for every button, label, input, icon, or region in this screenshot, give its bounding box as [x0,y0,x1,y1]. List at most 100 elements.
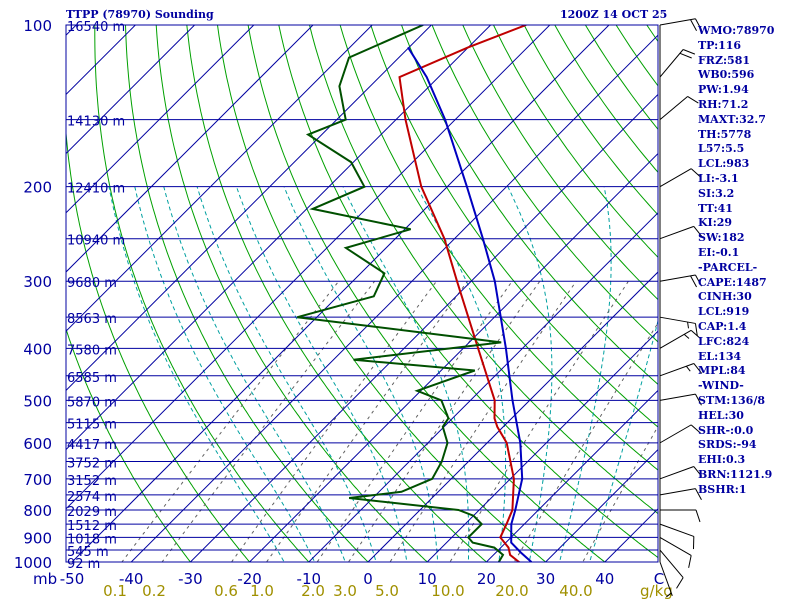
height-label: 10940 m [67,234,125,249]
index-item: LFC:824 [698,334,750,348]
index-item: BRN:1121.9 [698,467,773,481]
indices-panel: WMO:78970 TP:116 FRZ:581 WB0:596 PW:1.94 RH:7… [698,24,800,498]
dry-adiabat [155,25,428,562]
moist-adiabat [507,186,553,562]
wind-barb [659,466,703,480]
index-item: TP:116 [698,38,742,52]
height-label: 12410 m [67,182,125,197]
dry-adiabat [66,127,251,562]
isotherm [66,25,314,273]
moist-adiabat [236,186,408,562]
index-item: BSHR:1 [698,482,747,496]
dry-adiabat [94,25,310,562]
moist-adiabat [342,186,470,562]
index-item: CAPE:1487 [698,275,767,289]
chart-title: TTPP (78970) Sounding [66,8,214,21]
index-item: MAXT:32.7 [698,112,766,126]
height-label: 1018 m [67,532,117,547]
temp-tick-label: -50 [60,570,85,588]
plot-frame [65,24,659,563]
height-label: 7580 m [67,343,117,358]
wind-barb [659,363,703,377]
pressure-tick-label: 300 [23,273,52,291]
wind-barb [659,523,695,550]
temp-tick-label: 30 [536,570,555,588]
mixing-ratio-line [265,280,468,562]
isotherm [66,25,492,451]
wind-barb [659,274,702,288]
mixing-ratio-label: 3.0 [333,582,357,600]
index-item: CAP:1.4 [698,319,747,333]
temp-tick-label: 20 [477,570,496,588]
height-label: 4417 m [67,438,117,453]
index-item: STM:136/8 [698,393,765,407]
dry-adiabat [339,25,658,471]
index-item: -WIND- [698,379,744,393]
moist-adiabat [589,318,658,562]
wind-barb [659,168,701,188]
temp-tick-label: 10 [418,570,437,588]
index-item: WB0:596 [698,68,755,82]
index-item: LI:-3.1 [698,171,739,185]
isotherm [130,34,658,562]
pressure-tick-label: 400 [23,340,52,358]
mixing-ratio-label: 2.0 [301,582,325,600]
mixing-ratio-label: 0.2 [142,582,166,600]
index-item: FRZ:581 [698,53,751,67]
pressure-tick-label: 800 [23,502,52,520]
index-item: TH:5778 [698,127,752,141]
wind-barbs [659,18,703,598]
index-item: MPL:84 [698,364,746,378]
pressure-tick-label: 100 [23,17,52,35]
height-label: 6585 m [67,371,117,386]
wind-barb [659,329,701,349]
height-label: 3752 m [67,457,117,472]
moist-adiabat [196,186,377,562]
mixing-ratio-label: 40.0 [559,582,592,600]
isotherm [66,25,255,214]
mixing-ratio-unit: g/kg [640,582,673,600]
height-label: 14130 m [67,115,125,130]
mixing-ratio-line [449,280,629,562]
index-item: SI:3.2 [698,186,735,200]
isotherm [248,152,658,562]
moist-adiabat [416,186,507,562]
index-item: LCL:919 [698,305,750,319]
dry-adiabat [400,25,658,386]
wind-barb [659,18,702,32]
isotherm [189,93,658,562]
isotherm [71,25,610,562]
wind-barb [660,509,701,523]
temp-tick-label: -40 [119,570,144,588]
temp-tick-label: -20 [237,570,262,588]
pressure-tick-label: 900 [23,529,52,547]
temp-tick-label: -30 [178,570,203,588]
height-label: 16540 m [67,20,125,35]
series-dewpoint-line [297,25,505,562]
index-item: EHI:0.3 [698,453,746,467]
index-item: SW:182 [698,231,745,245]
dry-adiabat [431,25,658,343]
isotherm [66,25,373,332]
height-label: 3152 m [67,474,117,489]
wind-barb [659,316,698,337]
index-item: SRDS:-94 [698,438,757,452]
wind-barb [659,96,699,120]
mixing-ratio-line [161,280,376,562]
index-item: RH:71.2 [698,97,749,111]
height-label: 9680 m [67,276,117,291]
isotherm [66,25,433,392]
index-item: TT:41 [698,201,733,215]
height-label: 545 m [67,545,109,560]
wind-barb [659,393,702,406]
dry-adiabat [247,25,606,562]
dry-adiabat [216,25,547,562]
mixing-ratio-label: 10.0 [431,582,464,600]
height-label: 5115 m [67,418,117,433]
height-label: 2029 m [67,505,117,520]
index-item: SHR-:0.0 [698,423,754,437]
index-item: WMO:78970 [698,24,775,37]
index-item: HEL:30 [698,408,744,422]
pressure-tick-label: 700 [23,471,52,489]
isotherm [66,25,196,155]
